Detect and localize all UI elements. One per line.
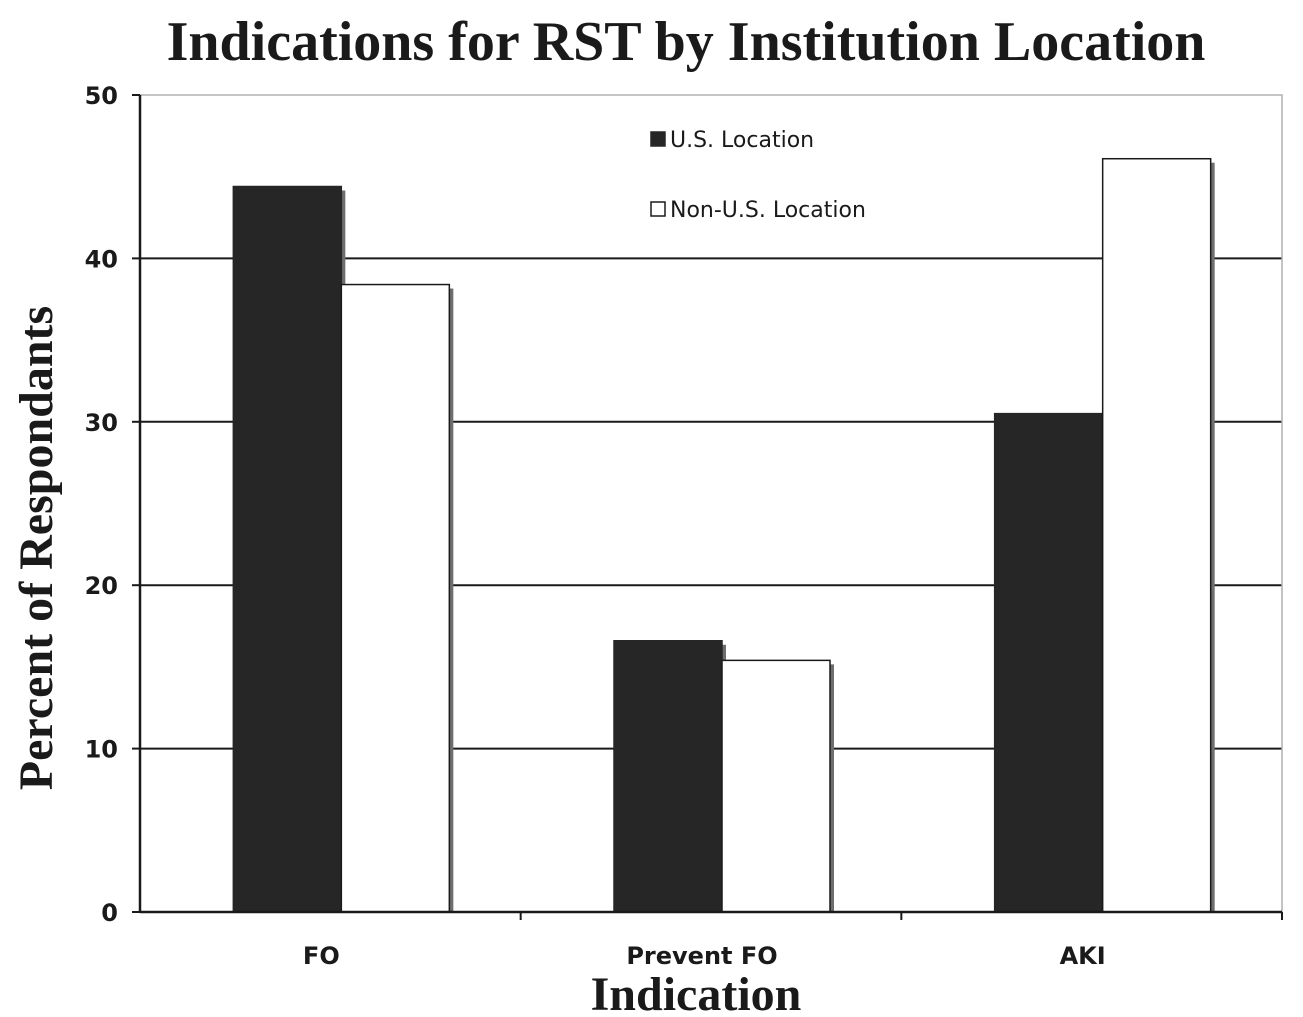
- legend-label: Non-U.S. Location: [670, 198, 866, 223]
- x-axis-label: Indication: [591, 968, 802, 1017]
- legend-label: U.S. Location: [670, 128, 814, 153]
- legend-swatch: [650, 201, 666, 217]
- bar: [232, 185, 343, 913]
- bars: [232, 157, 1215, 913]
- y-tick-label: 30: [85, 409, 118, 437]
- x-tick-label: Prevent FO: [626, 942, 777, 970]
- y-tick-label: 0: [101, 899, 118, 927]
- chart-title: Indications for RST by Institution Locat…: [167, 11, 1206, 73]
- bar: [721, 659, 831, 913]
- bar: [613, 640, 723, 913]
- x-tick-label: AKI: [1060, 942, 1106, 970]
- y-tick-label: 20: [85, 572, 118, 600]
- axes: 0 10 20 30 40 50 FO Prevent FO AKI: [85, 82, 1283, 970]
- y-tick-label: 40: [85, 245, 118, 273]
- y-tick-label: 10: [85, 736, 118, 764]
- y-axis-label: Percent of Respondants: [10, 306, 63, 790]
- x-tick-label: FO: [303, 942, 340, 970]
- legend: U.S. Location Non-U.S. Location: [650, 128, 866, 223]
- bar: [340, 283, 451, 913]
- bar: [993, 412, 1104, 913]
- y-tick-label: 50: [85, 82, 118, 110]
- legend-swatch: [650, 131, 666, 147]
- bar: [1101, 157, 1212, 913]
